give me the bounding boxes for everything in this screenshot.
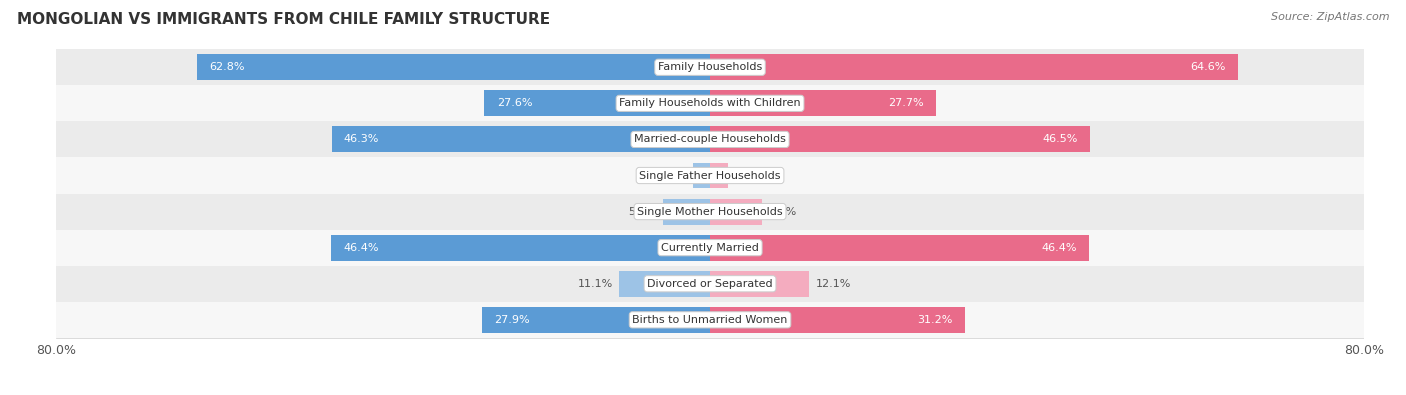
Text: 2.2%: 2.2% xyxy=(734,171,763,181)
Bar xyxy=(330,235,710,261)
Bar xyxy=(619,271,710,297)
Bar xyxy=(710,271,808,297)
Text: 6.3%: 6.3% xyxy=(768,207,796,216)
Text: 27.9%: 27.9% xyxy=(495,315,530,325)
Text: Currently Married: Currently Married xyxy=(661,243,759,253)
Text: 46.5%: 46.5% xyxy=(1042,134,1078,145)
Text: Single Father Households: Single Father Households xyxy=(640,171,780,181)
Text: 11.1%: 11.1% xyxy=(578,279,613,289)
Text: 31.2%: 31.2% xyxy=(917,315,953,325)
Bar xyxy=(710,307,965,333)
Bar xyxy=(710,90,936,116)
Text: 46.4%: 46.4% xyxy=(343,243,378,253)
Bar xyxy=(710,126,1090,152)
Text: Family Households with Children: Family Households with Children xyxy=(619,98,801,108)
Bar xyxy=(56,158,1364,194)
Text: Single Mother Households: Single Mother Households xyxy=(637,207,783,216)
Text: Married-couple Households: Married-couple Households xyxy=(634,134,786,145)
Text: 64.6%: 64.6% xyxy=(1191,62,1226,72)
Bar xyxy=(482,307,710,333)
Bar xyxy=(56,121,1364,158)
Text: 27.6%: 27.6% xyxy=(496,98,533,108)
Text: 5.8%: 5.8% xyxy=(627,207,657,216)
Text: Family Households: Family Households xyxy=(658,62,762,72)
Text: 27.7%: 27.7% xyxy=(889,98,924,108)
Bar xyxy=(56,302,1364,338)
Bar xyxy=(56,229,1364,266)
Text: 46.3%: 46.3% xyxy=(344,134,380,145)
Bar xyxy=(332,126,710,152)
Legend: Mongolian, Immigrants from Chile: Mongolian, Immigrants from Chile xyxy=(568,392,852,395)
Bar xyxy=(56,194,1364,229)
Bar xyxy=(662,199,710,225)
Bar xyxy=(710,54,1237,80)
Bar xyxy=(197,54,710,80)
Bar xyxy=(56,49,1364,85)
Bar xyxy=(693,162,710,188)
Text: MONGOLIAN VS IMMIGRANTS FROM CHILE FAMILY STRUCTURE: MONGOLIAN VS IMMIGRANTS FROM CHILE FAMIL… xyxy=(17,12,550,27)
Text: 12.1%: 12.1% xyxy=(815,279,851,289)
Text: Divorced or Separated: Divorced or Separated xyxy=(647,279,773,289)
Text: 2.1%: 2.1% xyxy=(658,171,686,181)
Text: 46.4%: 46.4% xyxy=(1042,243,1077,253)
Text: 62.8%: 62.8% xyxy=(209,62,245,72)
Bar xyxy=(485,90,710,116)
Bar xyxy=(56,85,1364,121)
Text: Source: ZipAtlas.com: Source: ZipAtlas.com xyxy=(1271,12,1389,22)
Text: Births to Unmarried Women: Births to Unmarried Women xyxy=(633,315,787,325)
Bar xyxy=(710,235,1090,261)
Bar xyxy=(710,162,728,188)
Bar xyxy=(710,199,762,225)
Bar xyxy=(56,266,1364,302)
